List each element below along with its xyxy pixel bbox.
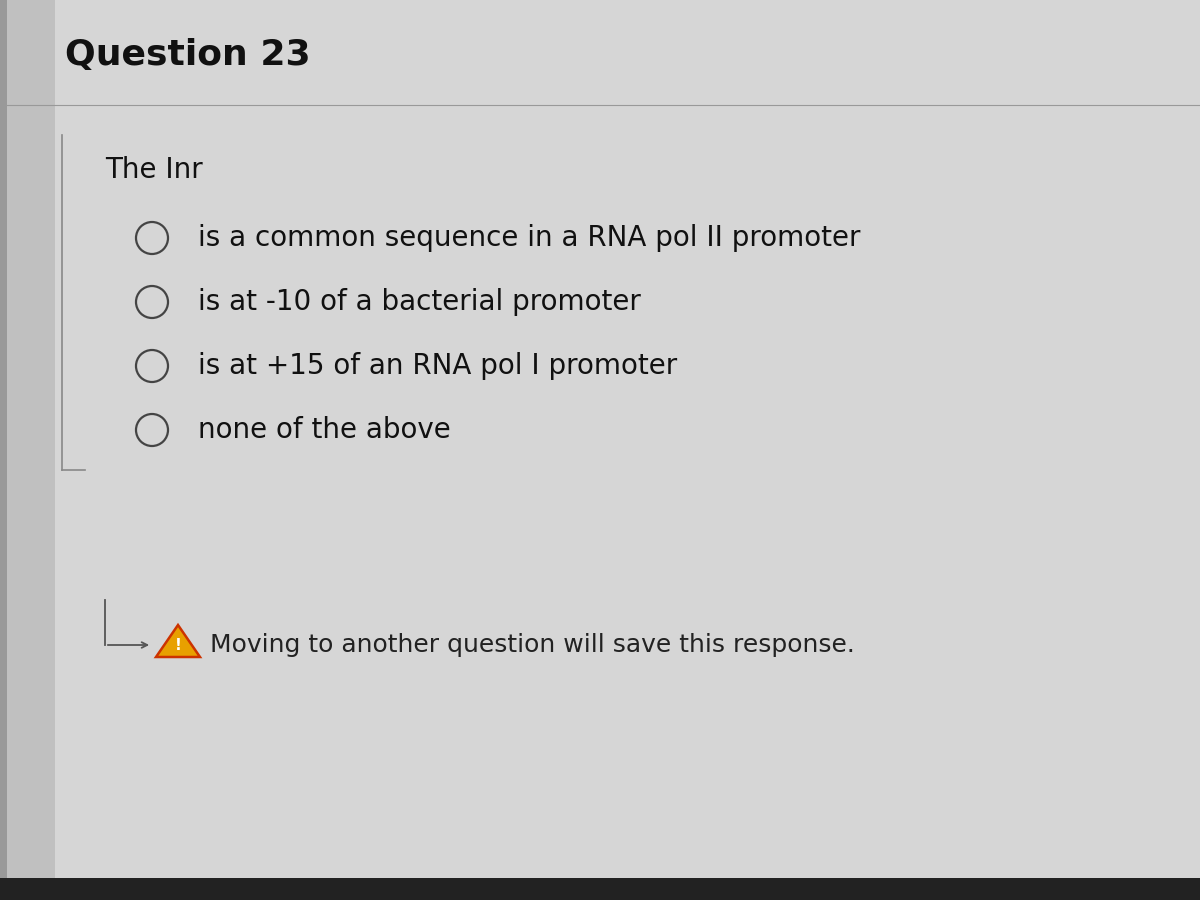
Text: Moving to another question will save this response.: Moving to another question will save thi… — [210, 633, 854, 657]
Polygon shape — [156, 625, 200, 657]
Bar — [0, 878, 1200, 900]
Text: is a common sequence in a RNA pol II promoter: is a common sequence in a RNA pol II pro… — [198, 224, 860, 252]
Text: is at +15 of an RNA pol I promoter: is at +15 of an RNA pol I promoter — [198, 352, 677, 380]
Text: none of the above: none of the above — [198, 416, 451, 444]
Text: The Inr: The Inr — [106, 156, 203, 184]
Text: Question 23: Question 23 — [65, 38, 311, 72]
Bar — [0, 0, 55, 900]
Text: is at -10 of a bacterial promoter: is at -10 of a bacterial promoter — [198, 288, 641, 316]
Text: !: ! — [174, 638, 181, 653]
Bar — [0, 0, 7, 900]
